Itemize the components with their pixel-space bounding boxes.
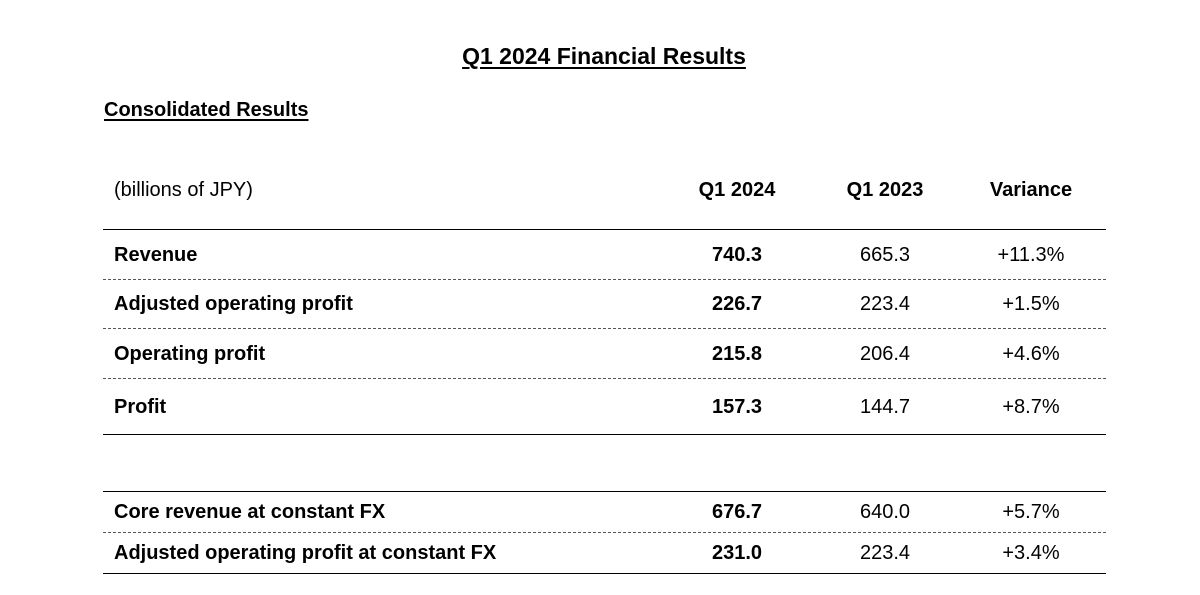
cell-q1-2023: 665.3 [859, 244, 911, 266]
cell-variance: +5.7% [1002, 501, 1060, 523]
cell-q1-2023: 640.0 [859, 501, 911, 523]
cell-q1-2024: 215.8 [711, 343, 763, 365]
cell-variance: +11.3% [997, 244, 1065, 266]
row-label: Adjusted operating profit [114, 293, 353, 315]
section-heading: Consolidated Results [104, 99, 309, 121]
row-divider [103, 279, 1106, 280]
cell-q1-2024: 231.0 [711, 542, 763, 564]
column-header-variance: Variance [989, 179, 1073, 201]
cell-q1-2024: 676.7 [711, 501, 763, 523]
cell-q1-2023: 223.4 [859, 542, 911, 564]
cell-q1-2024: 740.3 [711, 244, 763, 266]
table-row: Profit 157.3 144.7 +8.7% [0, 396, 1200, 426]
column-header-q1-2023: Q1 2023 [846, 179, 924, 201]
row-label: Core revenue at constant FX [114, 501, 386, 523]
row-divider [103, 328, 1106, 329]
document-title: Q1 2024 Financial Results [462, 43, 746, 69]
row-divider [103, 378, 1106, 379]
cell-variance: +1.5% [1002, 293, 1060, 315]
cell-q1-2024: 226.7 [711, 293, 763, 315]
cell-q1-2024: 157.3 [711, 396, 763, 418]
row-label: Revenue [114, 244, 198, 266]
row-divider [103, 532, 1106, 533]
table-row: Core revenue at constant FX 676.7 640.0 … [0, 501, 1200, 531]
table-bottom-rule [103, 434, 1106, 435]
unit-label: (billions of JPY) [114, 179, 253, 201]
table-row: Operating profit 215.8 206.4 +4.6% [0, 343, 1200, 373]
cell-variance: +3.4% [1002, 542, 1060, 564]
row-label: Adjusted operating profit at constant FX [114, 542, 497, 564]
cell-variance: +4.6% [1002, 343, 1060, 365]
cell-q1-2023: 206.4 [859, 343, 911, 365]
column-header-q1-2024: Q1 2024 [698, 179, 776, 201]
row-label: Operating profit [114, 343, 266, 365]
table-row: Adjusted operating profit 226.7 223.4 +1… [0, 293, 1200, 323]
table-row: Adjusted operating profit at constant FX… [0, 542, 1200, 572]
row-label: Profit [114, 396, 167, 418]
cell-q1-2023: 223.4 [859, 293, 911, 315]
cell-variance: +8.7% [1002, 396, 1060, 418]
table-top-rule [103, 229, 1106, 230]
table-row: Revenue 740.3 665.3 +11.3% [0, 244, 1200, 274]
fx-table-top-rule [103, 491, 1106, 492]
cell-q1-2023: 144.7 [859, 396, 911, 418]
fx-table-bottom-rule [103, 573, 1106, 574]
